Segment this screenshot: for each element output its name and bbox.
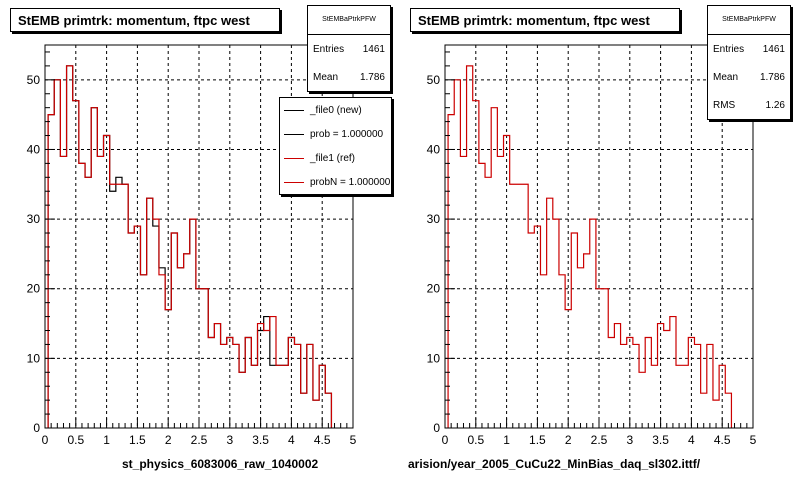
- left-stats-mean-row: Mean 1.786: [308, 63, 390, 91]
- right-xtick-label-4: 2: [565, 433, 572, 447]
- legend-label-file1: _file1 (ref): [310, 152, 356, 164]
- right-ytick-label-0: 0: [433, 421, 440, 435]
- left-xtick-label-2: 1: [103, 433, 110, 447]
- right-ytick-label-2: 20: [427, 282, 441, 296]
- left-xtick-label-4: 2: [165, 433, 172, 447]
- left-stats-entries-label: Entries: [313, 43, 345, 55]
- legend-line-file1: [284, 157, 304, 159]
- left-xtick-label-6: 3: [226, 433, 233, 447]
- right-stats-rms-label: RMS: [713, 99, 736, 111]
- right-xtick-label-6: 3: [626, 433, 633, 447]
- left-x-axis-title: st_physics_6083006_raw_1040002: [122, 457, 319, 471]
- left-xtick-label-7: 3.5: [252, 433, 269, 447]
- right-xtick-label-1: 0.5: [467, 433, 484, 447]
- left-stats-entries-row: Entries 1461: [308, 35, 390, 63]
- left-stats-box: StEMBaPtrkPFW Entries 1461 Mean 1.786: [307, 5, 391, 92]
- legend-entry-file1: _file1 (ref): [280, 146, 391, 170]
- right-ytick-label-4: 40: [427, 142, 441, 156]
- right-stats-entries-value: 1461: [762, 43, 785, 55]
- legend-line-prob: [284, 133, 304, 135]
- right-stats-rms-value: 1.26: [765, 99, 785, 111]
- right-xtick-label-0: 0: [442, 433, 449, 447]
- right-stats-title: StEMBaPtrkPFW: [708, 6, 790, 35]
- left-xtick-label-10: 5: [350, 433, 357, 447]
- right-xtick-label-8: 4: [688, 433, 695, 447]
- legend-label-probn: probN = 1.000000: [310, 176, 391, 188]
- left-series-1-line: [47, 65, 333, 428]
- left-xtick-label-5: 2.5: [191, 433, 208, 447]
- right-x-axis-title: arision/year_2005_CuCu22_MinBias_daq_sl3…: [408, 457, 701, 471]
- left-stats-mean-label: Mean: [313, 71, 339, 83]
- left-xtick-label-8: 4: [288, 433, 295, 447]
- legend-entry-file0: _file0 (new): [280, 98, 391, 122]
- right-ytick-label-1: 10: [427, 351, 441, 365]
- left-ytick-label-2: 20: [27, 282, 41, 296]
- right-xtick-label-3: 1.5: [529, 433, 546, 447]
- right-series-0-line: [447, 65, 733, 428]
- legend-label-prob: prob = 1.000000: [310, 128, 384, 140]
- legend-line-file0: [284, 109, 304, 111]
- right-xtick-label-7: 3.5: [652, 433, 669, 447]
- left-stats-title: StEMBaPtrkPFW: [308, 6, 390, 35]
- left-ytick-label-1: 10: [27, 351, 41, 365]
- left-stats-entries-value: 1461: [362, 43, 385, 55]
- left-ytick-label-0: 0: [33, 421, 40, 435]
- right-stats-mean-value: 1.786: [759, 71, 785, 83]
- left-legend: _file0 (new) prob = 1.000000 _file1 (ref…: [279, 97, 392, 195]
- legend-entry-prob: prob = 1.000000: [280, 122, 391, 146]
- right-stats-mean-row: Mean 1.786: [708, 63, 790, 91]
- right-chart-title: StEMB primtrk: momentum, ftpc west: [410, 8, 680, 32]
- right-xtick-label-2: 1: [503, 433, 510, 447]
- right-stats-rms-row: RMS 1.26: [708, 91, 790, 119]
- left-ytick-label-4: 40: [27, 142, 41, 156]
- legend-entry-probn: probN = 1.000000: [280, 170, 391, 194]
- left-ytick-label-3: 30: [27, 212, 41, 226]
- right-stats-box: StEMBaPtrkPFW Entries 1461 Mean 1.786 RM…: [707, 5, 791, 120]
- legend-line-probn: [284, 181, 304, 183]
- left-xtick-label-0: 0: [42, 433, 49, 447]
- left-ytick-label-5: 50: [27, 73, 41, 87]
- right-xtick-label-9: 4.5: [714, 433, 731, 447]
- right-stats-entries-label: Entries: [713, 43, 745, 55]
- right-stats-entries-row: Entries 1461: [708, 35, 790, 63]
- legend-label-file0: _file0 (new): [310, 104, 362, 116]
- left-xtick-label-1: 0.5: [67, 433, 84, 447]
- left-chart-title: StEMB primtrk: momentum, ftpc west: [10, 8, 280, 32]
- left-stats-mean-value: 1.786: [359, 71, 385, 83]
- right-xtick-label-5: 2.5: [591, 433, 608, 447]
- right-stats-mean-label: Mean: [713, 71, 739, 83]
- left-xtick-label-9: 4.5: [314, 433, 331, 447]
- right-xtick-label-10: 5: [750, 433, 757, 447]
- left-xtick-label-3: 1.5: [129, 433, 146, 447]
- right-ytick-label-3: 30: [427, 212, 441, 226]
- right-ytick-label-5: 50: [427, 73, 441, 87]
